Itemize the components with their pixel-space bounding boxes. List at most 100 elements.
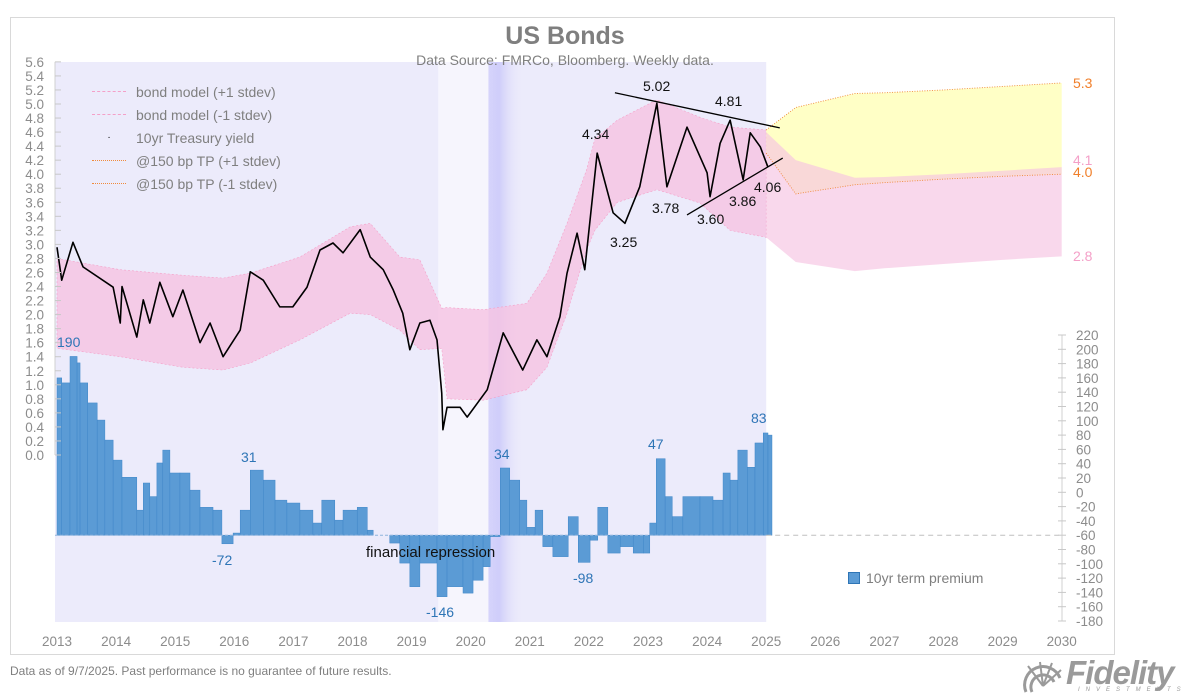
annotation-tp: 83 xyxy=(751,410,767,426)
term-premium-bar xyxy=(112,459,123,536)
legend-item-yield: · 10yr Treasury yield xyxy=(92,126,281,149)
legend-label: 10yr term premium xyxy=(866,570,984,586)
left-axis-tick-label: 4.6 xyxy=(25,125,44,140)
right-axis-tick-label: 60 xyxy=(1076,442,1091,457)
x-axis-tick-label: 2028 xyxy=(928,634,958,649)
term-premium-bar xyxy=(607,534,621,554)
term-premium-bar xyxy=(169,472,181,536)
left-axis-tick-label: 5.6 xyxy=(25,55,44,70)
term-premium-bar xyxy=(597,507,609,536)
right-axis-tick-label: 140 xyxy=(1076,385,1099,400)
annotation-yield: 3.25 xyxy=(610,234,638,250)
legend-swatch xyxy=(92,160,126,161)
left-axis-tick-label: 1.8 xyxy=(25,322,44,337)
annotation-yield: 5.02 xyxy=(643,78,671,94)
legend-item-model-upper: bond model (+1 stdev) xyxy=(92,80,281,103)
term-premium-bar xyxy=(263,479,276,536)
left-axis-tick-label: 4.0 xyxy=(25,167,44,182)
term-premium-bar xyxy=(664,496,673,536)
legend-swatch: · xyxy=(107,132,111,143)
footer-disclaimer: Data as of 9/7/2025. Past performance is… xyxy=(10,664,392,678)
legend-swatch xyxy=(92,114,126,115)
term-premium-bar xyxy=(312,522,323,536)
right-axis-tick-label: -20 xyxy=(1076,500,1096,515)
legend-item-model-lower: bond model (-1 stdev) xyxy=(92,103,281,126)
term-premium-bar xyxy=(500,467,510,536)
term-premium-bar xyxy=(649,522,657,536)
legend-swatch xyxy=(92,91,126,92)
legend-item-tp-upper: @150 bp TP (+1 stdev) xyxy=(92,149,281,172)
term-premium-bar xyxy=(699,496,714,536)
term-premium-bar xyxy=(632,534,644,554)
term-premium-bar xyxy=(199,507,214,536)
term-premium-bar xyxy=(389,534,401,544)
term-premium-bar xyxy=(162,449,171,536)
left-axis-tick-label: 4.4 xyxy=(25,139,44,154)
end-label-model-upper: 4.1 xyxy=(1073,152,1093,168)
annotation-financial-repression: financial repression xyxy=(366,544,496,561)
legend-label: @150 bp TP (+1 stdev) xyxy=(136,152,281,169)
x-axis-tick-label: 2016 xyxy=(219,634,249,649)
left-axis-tick-label: 4.8 xyxy=(25,111,44,126)
term-premium-bar xyxy=(189,489,201,536)
left-axis-tick-label: 5.0 xyxy=(25,97,44,112)
right-axis-tick-label: 0 xyxy=(1076,485,1084,500)
legend-term-premium: 10yr term premium xyxy=(848,570,983,586)
term-premium-bar xyxy=(121,477,138,536)
right-axis-tick-label: 20 xyxy=(1076,471,1091,486)
left-axis-tick-label: 2.2 xyxy=(25,294,44,309)
x-axis-tick-label: 2030 xyxy=(1047,634,1077,649)
term-premium-bar xyxy=(722,472,731,536)
legend-swatch xyxy=(848,572,860,584)
tp-upper-line xyxy=(765,82,1062,131)
right-axis-tick-label: 40 xyxy=(1076,457,1091,472)
term-premium-bar xyxy=(286,502,301,536)
x-axis-tick-label: 2013 xyxy=(42,634,72,649)
term-premium-bar xyxy=(367,529,374,536)
x-axis-tick-label: 2021 xyxy=(515,634,545,649)
right-axis-tick-label: 200 xyxy=(1076,342,1099,357)
model-projection-band xyxy=(766,132,1062,272)
annotation-tp: -146 xyxy=(426,604,455,620)
term-premium-bar xyxy=(578,534,591,563)
term-premium-bar xyxy=(69,356,78,536)
logo-subtext: INVESTMENTS xyxy=(1078,687,1187,693)
right-axis-tick-label: -80 xyxy=(1076,543,1096,558)
term-premium-bar xyxy=(299,509,314,536)
sunburst-icon xyxy=(1023,661,1062,693)
annotation-yield: 4.81 xyxy=(715,93,743,109)
term-premium-bar xyxy=(274,499,288,536)
legend-label: bond model (+1 stdev) xyxy=(136,83,276,100)
x-axis-tick-label: 2026 xyxy=(810,634,840,649)
chart-subtitle: Data Source: FMRCo, Bloomberg. Weekly da… xyxy=(416,52,714,68)
right-axis-tick-label: 120 xyxy=(1076,400,1099,415)
term-premium-bar xyxy=(643,534,651,554)
left-axis-tick-label: 2.0 xyxy=(25,308,44,323)
term-premium-bar xyxy=(567,516,579,536)
term-premium-bar xyxy=(221,534,234,545)
trendline-resistance xyxy=(614,92,780,129)
treasury-yield-line xyxy=(56,102,769,431)
x-axis-tick-label: 2023 xyxy=(633,634,663,649)
annotation-tp: -72 xyxy=(212,552,233,568)
chart-frame xyxy=(10,17,1115,655)
x-axis-tick-label: 2017 xyxy=(278,634,308,649)
term-premium-bar xyxy=(712,499,724,536)
right-axis-tick-label: -100 xyxy=(1076,557,1103,572)
left-axis-tick-label: 1.6 xyxy=(25,336,44,351)
legend-label: 10yr Treasury yield xyxy=(136,129,255,146)
right-axis-tick-label: 80 xyxy=(1076,428,1091,443)
x-axis-tick-label: 2022 xyxy=(574,634,604,649)
left-axis-tick-label: 5.4 xyxy=(25,69,44,84)
term-premium-bar xyxy=(104,439,114,536)
annotation-tp: 31 xyxy=(241,449,257,465)
annotation-tp: 47 xyxy=(648,436,664,452)
term-premium-bar xyxy=(143,482,151,536)
term-premium-bar xyxy=(250,469,264,536)
term-premium-bar xyxy=(542,534,554,547)
term-premium-bar xyxy=(519,499,528,536)
term-premium-bar xyxy=(356,507,368,536)
tp-projection-band xyxy=(766,82,1062,194)
annotation-yield: 3.86 xyxy=(729,193,757,209)
